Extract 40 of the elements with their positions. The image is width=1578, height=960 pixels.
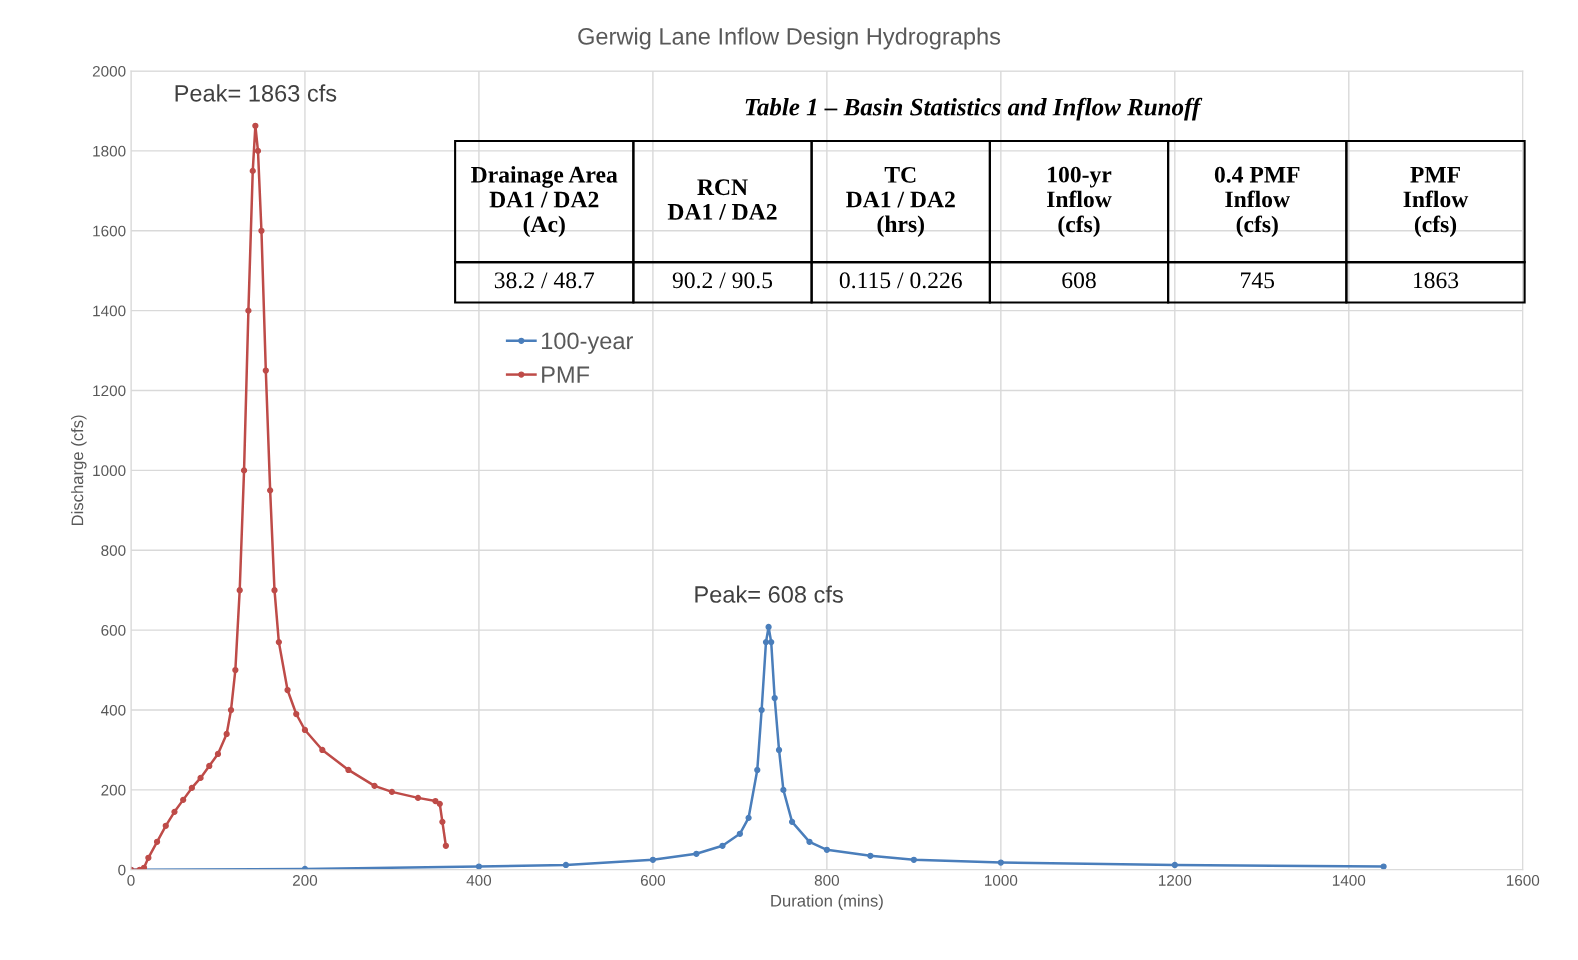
annotation: 608 bbox=[1062, 272, 1096, 289]
annotation: 745 bbox=[1241, 272, 1275, 289]
x-axis-title: Duration (mins) bbox=[771, 894, 883, 910]
annotation: 1863 bbox=[1413, 272, 1459, 289]
x-tick-label: 400 bbox=[466, 875, 492, 886]
annotation: 100-yr Inflow (cfs) bbox=[1047, 166, 1112, 238]
x-tick-label: 1200 bbox=[1158, 875, 1192, 886]
x-tick-label: 1000 bbox=[985, 875, 1018, 886]
annotation: 0.4 PMF Inflow (cfs) bbox=[1214, 166, 1300, 238]
x-tick-label: 1400 bbox=[1332, 875, 1366, 886]
y-axis-title: Discharge (cfs) bbox=[71, 415, 87, 526]
y-tick-label: 1400 bbox=[93, 305, 126, 317]
y-tick-label: 2000 bbox=[92, 65, 126, 77]
y-tick-label: 1000 bbox=[93, 465, 126, 477]
x-tick-label: 0 bbox=[127, 875, 135, 886]
y-tick-label: 400 bbox=[100, 704, 126, 716]
y-tick-label: 1600 bbox=[93, 225, 126, 237]
x-tick-label: 200 bbox=[292, 875, 318, 886]
annotation: 90.2 / 90.5 bbox=[672, 272, 773, 289]
y-tick-label: 600 bbox=[101, 625, 126, 636]
x-tick-label: 600 bbox=[640, 875, 666, 886]
y-tick-label: 200 bbox=[101, 784, 126, 796]
x-tick-label: 800 bbox=[814, 875, 840, 886]
y-tick-label: 0 bbox=[118, 864, 126, 876]
legend-label: PMF bbox=[542, 366, 590, 383]
annotation: 0.115 / 0.226 bbox=[839, 272, 962, 289]
annotation: TC DA1 / DA2 (hrs) bbox=[846, 166, 955, 237]
legend-label: 100-year bbox=[541, 332, 633, 354]
annotation: RCN DA1 / DA2 bbox=[667, 179, 777, 220]
annotation: Peak= 1863 cfs bbox=[175, 84, 337, 102]
annotation: Peak= 608 cfs bbox=[695, 585, 843, 603]
annotation: 38.2 / 48.7 bbox=[494, 272, 595, 289]
chart-title: Gerwig Lane Inflow Design Hydrographs bbox=[578, 27, 1001, 50]
annotation: Drainage Area DA1 / DA2 (Ac) bbox=[471, 166, 618, 238]
x-tick-label: 1600 bbox=[1506, 875, 1540, 886]
y-tick-label: 1800 bbox=[93, 145, 126, 157]
y-tick-label: 1200 bbox=[93, 385, 126, 397]
text: Table 1 – Basin Statistics and Inflow Runoff bbox=[745, 97, 1203, 121]
annotation: PMF Inflow (cfs) bbox=[1403, 166, 1469, 238]
y-tick-label: 800 bbox=[101, 545, 126, 556]
